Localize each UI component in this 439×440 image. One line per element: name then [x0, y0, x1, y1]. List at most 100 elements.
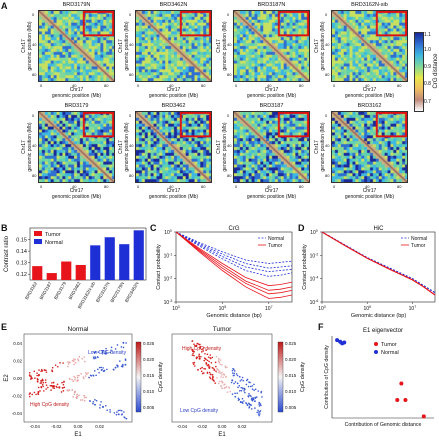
scatter-point: [85, 373, 88, 376]
x-tick-label: BRD3187N: [95, 281, 111, 303]
bar: [32, 266, 43, 280]
scatter-point: [218, 358, 220, 360]
scatter-point: [203, 372, 205, 374]
annotation-low-cpg: Low CpG density: [88, 350, 127, 356]
scatter-point: [80, 373, 82, 375]
scatter-point: [241, 401, 244, 403]
legend-label: Normal: [381, 350, 399, 356]
scatter-point: [217, 382, 220, 385]
colorbar-tick: 0.015: [143, 373, 155, 378]
series-line: [321, 231, 436, 296]
scatter-point: [31, 393, 34, 396]
x-axis-label: Contribution of Genomic distance: [345, 422, 422, 428]
scatter-point: [221, 381, 224, 384]
heatmap-xlabel: Chr17 genomic position (Mb): [51, 87, 102, 99]
heatmap-xtick: 80: [104, 184, 109, 189]
scatter-point: [251, 385, 254, 387]
heatmap-ytick: 80: [325, 173, 330, 178]
scatter-point: [258, 411, 261, 413]
scatter-point: [231, 379, 233, 382]
scatter-point: [231, 393, 234, 395]
y-tick-label: 10-1: [164, 252, 173, 259]
scatter-point: [57, 365, 59, 368]
scatter-point: [198, 355, 200, 357]
heatmap-image: [331, 111, 408, 183]
scatter-point: [95, 399, 98, 402]
plot-frame: [321, 231, 436, 303]
heatmap-xtick: 0: [235, 83, 238, 88]
scatter-point: [74, 361, 77, 364]
scatter-point: [192, 363, 195, 366]
scatter-point: [74, 358, 76, 361]
scatter-point: [116, 411, 118, 413]
scatter-point: [103, 370, 105, 373]
scatter-point: [36, 374, 38, 377]
scatter-point: [220, 372, 222, 375]
scatter-point: [30, 375, 32, 378]
scatter-point: [97, 356, 99, 359]
scatter-point: [35, 393, 37, 396]
scatter-point: [421, 414, 426, 419]
scatter-point: [234, 392, 236, 395]
scatter-point: [250, 408, 253, 410]
scatter-point: [52, 385, 55, 387]
scatter-point: [113, 412, 116, 414]
scatter-point: [61, 381, 63, 384]
bar: [119, 244, 130, 280]
scatter-point: [221, 374, 223, 376]
scatter-point: [33, 391, 36, 394]
scatter-point: [223, 386, 226, 389]
scatter-point: [236, 392, 239, 395]
scatter-point: [193, 354, 195, 357]
scatter-point: [71, 389, 73, 391]
heatmap-ytick: 40: [325, 143, 330, 148]
scatter-point: [211, 356, 214, 359]
colorbar-tick: 0.015: [285, 373, 297, 378]
scatter-point: [67, 363, 70, 365]
heatmap-xtick: 0: [333, 83, 336, 88]
scatter-point: [243, 390, 245, 392]
scatter-point: [104, 404, 107, 407]
heatmap-xtick: 0: [40, 83, 43, 88]
scatter-point: [209, 376, 211, 378]
y-tick-label: 10-6: [310, 299, 319, 306]
scatter-point: [37, 378, 39, 381]
scatter-point: [125, 417, 128, 420]
scatter-point: [63, 380, 65, 383]
scatter-point: [62, 390, 65, 392]
legend-label: Tumor: [381, 342, 397, 348]
scatter-point: [77, 360, 80, 362]
heatmap-image: [331, 10, 408, 82]
cpg-colorbar: [277, 341, 284, 413]
scatter-point: [72, 380, 75, 383]
scatter-point: [79, 399, 82, 401]
scatter-point: [37, 391, 40, 393]
scatter-point: [109, 411, 111, 413]
heatmap-image: [135, 10, 212, 82]
scatter-point: [248, 405, 251, 408]
scatter-point: [62, 383, 65, 386]
scatter-point: [120, 409, 123, 412]
series-line: [175, 231, 293, 264]
scatter-point: [240, 386, 243, 389]
scatter-point: [204, 352, 206, 355]
series-line: [175, 231, 293, 295]
x-tick-label: 107: [265, 305, 273, 312]
heatmap-title: BRD3162: [357, 103, 382, 109]
scatter-point: [250, 397, 253, 400]
scatter-point: [59, 362, 61, 364]
scatter-point: [109, 351, 111, 354]
heatmap-xlabel: Chr17 genomic position (Mb): [246, 188, 297, 200]
legend-label: Tumor: [45, 232, 61, 238]
scatter-point: [214, 361, 217, 364]
scatter-point: [83, 377, 85, 380]
scatter-point: [60, 391, 63, 393]
y-tick-label: -0.04: [12, 411, 23, 416]
scatter-point: [238, 375, 241, 378]
colorbar-tick: 0.020: [143, 357, 155, 362]
y-tick-label: 10-2: [164, 276, 173, 283]
scatter-point: [221, 371, 223, 374]
scatter-point: [121, 364, 124, 367]
plot-frame: [175, 231, 293, 303]
